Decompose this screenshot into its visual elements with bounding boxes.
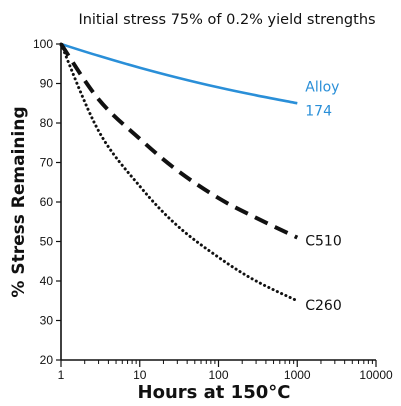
series-label-0: Alloy <box>305 79 339 95</box>
series-line-1 <box>59 42 299 240</box>
series-lines <box>59 42 299 303</box>
series-label-0: 174 <box>305 103 332 119</box>
y-tick-label: 40 <box>40 274 54 288</box>
y-tick-label: 50 <box>40 235 54 249</box>
y-tick-label: 90 <box>40 77 54 91</box>
chart-title: Initial stress 75% of 0.2% yield strengt… <box>78 12 375 28</box>
y-axis-label: % Stress Remaining <box>9 106 29 297</box>
y-tick-label: 30 <box>40 314 54 328</box>
x-tick-label: 10 <box>133 368 147 382</box>
y-tick-label: 70 <box>40 156 54 170</box>
y-tick-label: 60 <box>40 195 54 209</box>
series-line-0 <box>60 42 298 105</box>
y-tick-label: 20 <box>40 353 54 367</box>
x-tick-label: 100 <box>208 368 228 382</box>
series-label-1: C510 <box>305 234 342 250</box>
series-line-2 <box>59 42 299 303</box>
y-tick-label: 100 <box>33 37 53 51</box>
y-tick-label: 80 <box>40 116 54 130</box>
series-labels: Alloy 174 C510 C260 <box>305 79 342 314</box>
series-label-2: C260 <box>305 298 342 314</box>
x-tick-label: 1000 <box>284 368 311 382</box>
x-axis-label: Hours at 150°C <box>138 382 291 403</box>
x-tick-label: 10000 <box>359 368 393 382</box>
x-tick-label: 1 <box>58 368 65 382</box>
